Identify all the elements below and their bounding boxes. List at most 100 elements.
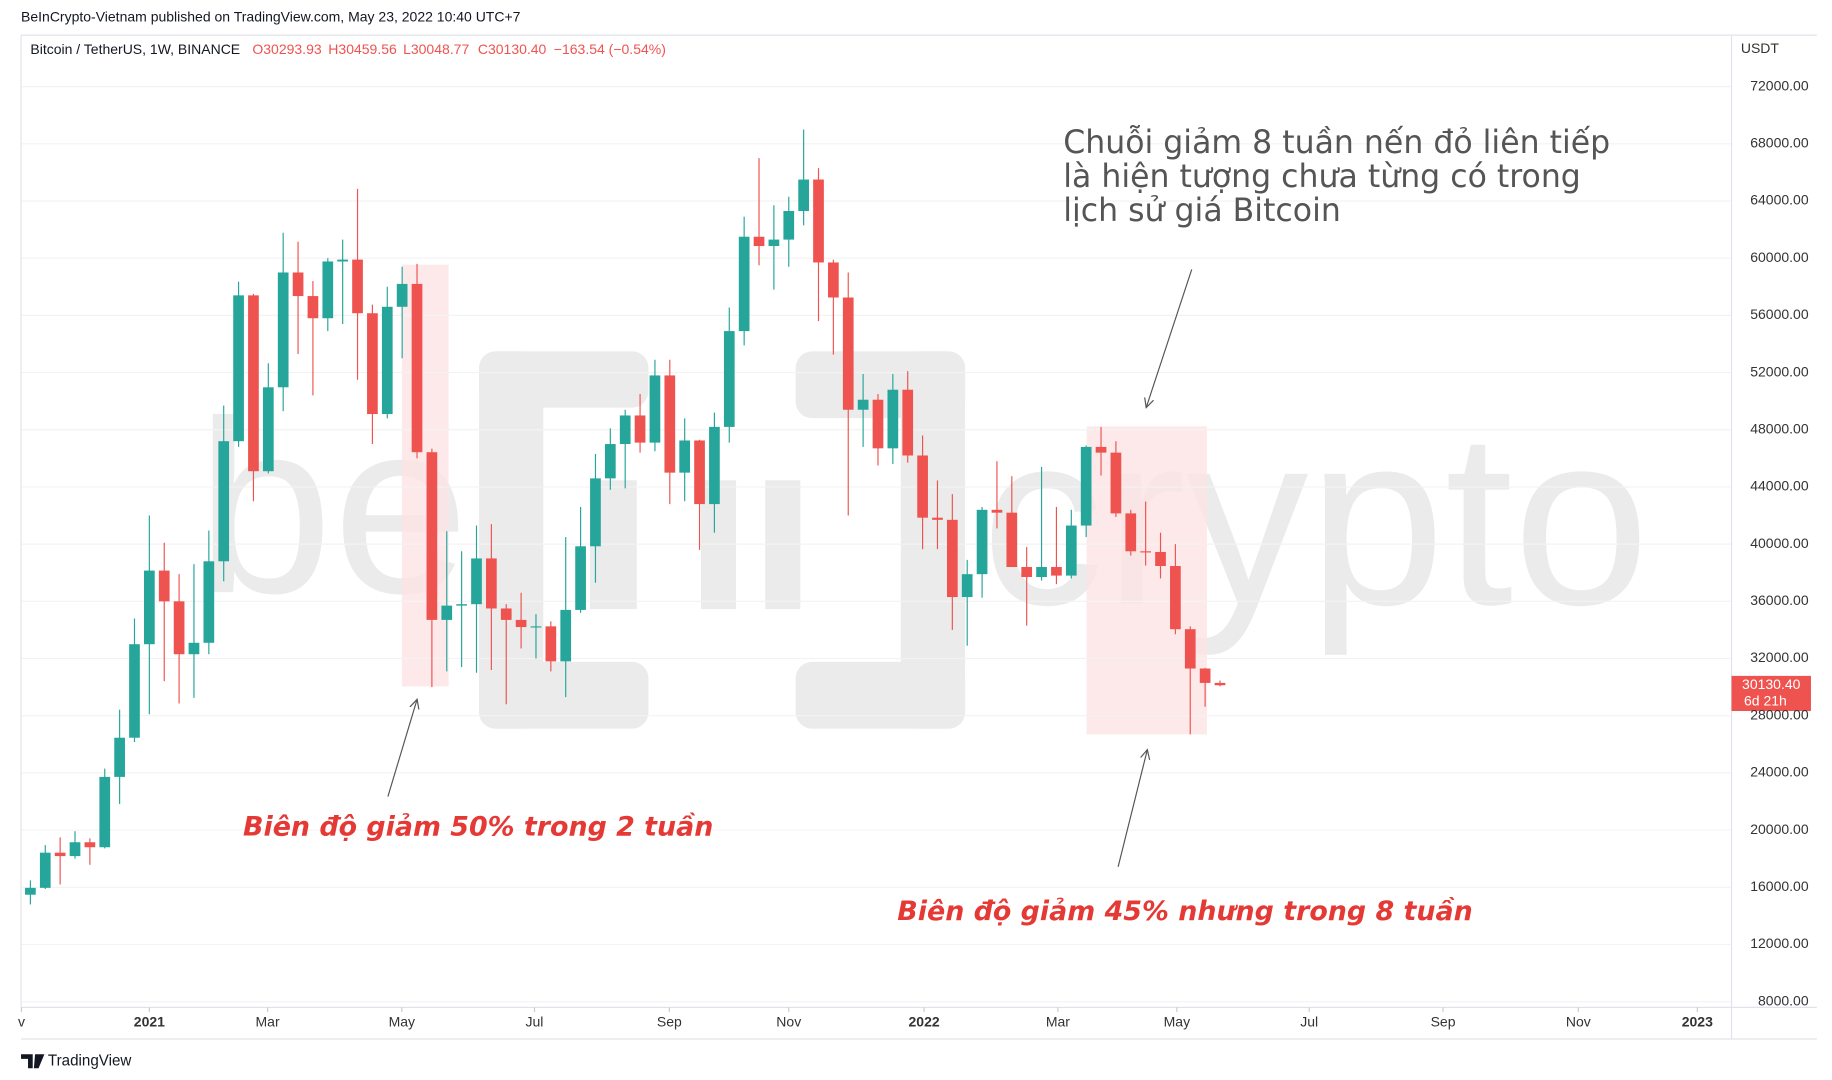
candle-body: [634, 415, 646, 443]
x-tick-label: May: [389, 1013, 415, 1029]
y-tick-label: 20000.00: [1750, 821, 1809, 837]
y-tick-label: 8000.00: [1758, 992, 1809, 1008]
candle-body: [99, 776, 111, 848]
x-tick-label: v: [18, 1013, 25, 1029]
legend-close: C30130.40: [478, 41, 547, 57]
price-label: 30130.40: [1742, 676, 1801, 692]
candle-body: [575, 546, 586, 610]
candle-body: [322, 261, 334, 319]
y-tick-label: 44000.00: [1750, 478, 1809, 494]
candle-body: [1080, 446, 1092, 526]
candle-body: [515, 619, 527, 628]
annotation: Chuỗi giảm 8 tuần nến đỏ liên tiếp: [1063, 124, 1610, 161]
y-tick-label: 24000.00: [1750, 764, 1809, 780]
axis-unit: USDT: [1741, 40, 1780, 56]
x-tick-label: Sep: [1431, 1013, 1456, 1029]
legend-change: −163.54 (−0.54%): [554, 41, 666, 57]
legend-low: L30048.77: [403, 41, 469, 57]
candle-body: [1110, 452, 1122, 514]
candle-body: [961, 574, 973, 598]
candle-body: [367, 313, 378, 415]
candle-body: [1140, 551, 1151, 553]
legend: Bitcoin / TetherUS, 1W, BINANCE O30293.9…: [30, 41, 666, 57]
candle-body: [1184, 629, 1196, 669]
candle-body: [337, 259, 349, 262]
y-tick-label: 68000.00: [1750, 134, 1809, 150]
candle-body: [39, 852, 51, 888]
footer: TradingView: [48, 1052, 131, 1069]
candle-body: [590, 478, 601, 547]
candle-body: [872, 399, 884, 449]
candle-body: [753, 236, 765, 247]
candle-body: [248, 295, 259, 472]
x-tick-label: Mar: [256, 1013, 280, 1029]
candle-body: [486, 558, 497, 609]
watermark-shape: [900, 351, 966, 729]
y-tick-label: 32000.00: [1750, 649, 1809, 665]
watermark-shape: [479, 351, 544, 729]
candle-body: [604, 444, 616, 479]
candle-body: [69, 842, 81, 857]
candle-body: [723, 331, 735, 427]
x-tick-label: 2022: [909, 1013, 940, 1029]
candle-body: [619, 415, 631, 445]
y-tick-label: 16000.00: [1750, 878, 1809, 894]
x-tick-label: Mar: [1046, 1013, 1070, 1029]
annotation: Biên độ giảm 45% nhưng trong 8 tuần: [897, 896, 1472, 927]
candle-body: [902, 389, 914, 456]
x-tick-label: Jul: [526, 1013, 544, 1029]
candle-body: [188, 642, 200, 655]
candle-body: [441, 605, 453, 620]
candle-body: [842, 297, 854, 410]
candle-body: [932, 517, 943, 520]
candle-body: [976, 509, 988, 575]
arrow: [1117, 750, 1147, 867]
candle-body: [946, 519, 958, 598]
candle-body: [144, 570, 155, 645]
x-tick-label: Nov: [776, 1013, 801, 1029]
candle-body: [1036, 567, 1047, 578]
x-tick-label: Nov: [1566, 1013, 1591, 1029]
candle-body: [664, 375, 676, 473]
y-tick-label: 48000.00: [1750, 420, 1809, 436]
candle-body: [54, 852, 66, 857]
y-tick-label: 56000.00: [1750, 306, 1809, 322]
candle-body: [813, 179, 824, 263]
candle-body: [471, 558, 482, 605]
watermark-shape: [479, 661, 649, 729]
candle-body: [292, 272, 304, 297]
highlight-zone: [1086, 426, 1207, 735]
header: BeInCrypto-Vietnam published on TradingV…: [21, 8, 521, 24]
candle-body: [1065, 525, 1077, 576]
candle-body: [1021, 567, 1033, 578]
y-tick-label: 40000.00: [1750, 535, 1809, 551]
candle-body: [1170, 566, 1181, 630]
candle-body: [1095, 446, 1107, 453]
candle-body: [679, 440, 691, 473]
candle-body: [545, 626, 557, 662]
x-tick-label: 2021: [134, 1013, 165, 1029]
y-tick-label: 36000.00: [1750, 592, 1809, 608]
annotation: là hiện tượng chưa từng có trong: [1063, 159, 1581, 195]
candle-body: [381, 306, 393, 415]
candle-body: [917, 455, 928, 518]
y-tick-label: 52000.00: [1750, 363, 1809, 379]
candle-body: [828, 262, 839, 298]
candle-body: [25, 887, 36, 895]
candle-body: [277, 272, 289, 388]
x-tick-label: Sep: [657, 1013, 682, 1029]
candle-body: [738, 236, 750, 332]
candle-body: [84, 842, 96, 848]
candle-body: [307, 296, 319, 319]
annotation: lịch sử giá Bitcoin: [1063, 193, 1341, 229]
candle-body: [709, 426, 720, 505]
y-tick-label: 72000.00: [1750, 77, 1809, 93]
y-tick-label: 28000.00: [1750, 706, 1809, 722]
candle-body: [560, 609, 572, 662]
candle-body: [426, 452, 438, 620]
legend-open: O30293.93: [252, 41, 321, 57]
y-tick-label: 64000.00: [1750, 192, 1809, 208]
candle-body: [1125, 513, 1137, 552]
